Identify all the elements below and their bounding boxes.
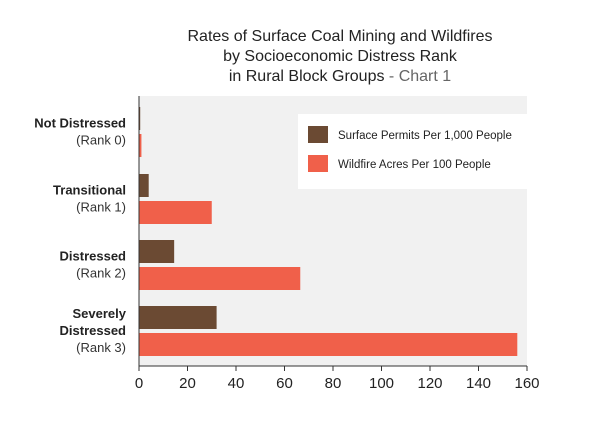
bar-permits: [139, 107, 141, 130]
chart-title-main: in Rural Block Groups: [229, 68, 385, 85]
category-rank-label: (Rank 1): [76, 200, 126, 215]
category-rank-label: (Rank 0): [76, 133, 126, 148]
bar-permits: [139, 240, 175, 263]
bar-wildfire: [139, 333, 518, 356]
category-label: Transitional: [53, 183, 126, 198]
chart-title-suffix: - Chart 1: [384, 68, 451, 85]
legend-label: Wildfire Acres Per 100 People: [338, 159, 491, 171]
chart-title-line: Rates of Surface Coal Mining and Wildfir…: [187, 28, 492, 45]
x-tick-label: 40: [228, 375, 245, 392]
category-label: Distressed: [60, 249, 127, 264]
bar-wildfire: [139, 267, 301, 290]
x-tick-label: 80: [325, 375, 342, 392]
x-tick-label: 120: [417, 375, 442, 392]
category-label: Not Distressed: [34, 116, 126, 131]
x-tick-label: 160: [514, 375, 539, 392]
bar-permits: [139, 174, 149, 197]
category-rank-label: (Rank 2): [76, 266, 126, 281]
legend-swatch: [308, 155, 328, 172]
legend-swatch: [308, 126, 328, 143]
x-tick-label: 100: [369, 375, 394, 392]
chart-title-line: in Rural Block Groups - Chart 1: [229, 68, 451, 85]
bar-wildfire: [139, 201, 212, 224]
legend-label: Surface Permits Per 1,000 People: [338, 130, 512, 142]
x-tick-label: 140: [466, 375, 491, 392]
x-tick-label: 0: [135, 375, 143, 392]
legend-box: [298, 114, 527, 189]
x-tick-label: 60: [276, 375, 293, 392]
bar-permits: [139, 306, 217, 329]
chart-title-line: by Socioeconomic Distress Rank: [223, 48, 458, 65]
x-tick-label: 20: [179, 375, 196, 392]
bar-wildfire: [139, 134, 142, 157]
category-label: Severely: [73, 306, 127, 321]
category-label: Distressed: [60, 323, 127, 338]
category-rank-label: (Rank 3): [76, 340, 126, 355]
